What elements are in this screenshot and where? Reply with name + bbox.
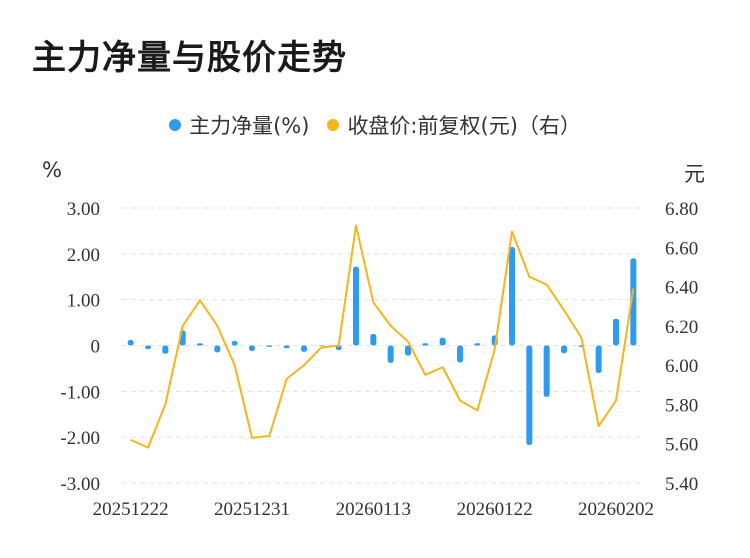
y-left-tick-label: -2.00 [60,428,100,449]
y-right-tick-label: 6.00 [665,356,698,377]
legend-item-close-price[interactable]: 收盘价:前复权(元)（右） [327,110,581,140]
x-tick-label: 20251231 [214,499,290,520]
bar-net-flow [145,345,151,350]
legend-item-net-flow[interactable]: 主力净量(%) [169,110,309,140]
y-left-tick-label: 1.00 [67,291,100,312]
legend: 主力净量(%) 收盘价:前复权(元)（右） [0,110,750,140]
bar-net-flow [283,345,290,349]
bar-net-flow [630,258,637,346]
y-right-tick-label: 5.80 [665,395,698,416]
bar-net-flow [509,246,515,346]
y-right-tick-label: 5.40 [665,474,698,495]
bar-net-flow [370,334,377,346]
bar-net-flow [266,345,273,347]
bar-net-flow [197,343,203,346]
bar-net-flow [127,340,134,346]
x-tick-label: 20260113 [336,499,411,520]
line-close-price [130,224,635,449]
legend-label-net-flow: 主力净量(%) [189,114,310,138]
y-right-tick-label: 6.40 [665,278,698,299]
bar-net-flow [543,345,550,397]
y-right-tick-label: 6.60 [665,238,698,259]
x-tick-label: 20251222 [93,499,169,520]
y-left-tick-label: 0 [91,337,101,358]
bar-net-flow [353,266,359,346]
bar-net-flow [526,345,533,445]
bar-net-flow [387,345,394,363]
bar-net-flow [301,345,307,352]
bar-net-flow [214,345,221,353]
bar-net-flow [249,345,255,351]
bar-net-flow [405,345,411,356]
y-right-tick-label: 5.60 [665,435,698,456]
legend-dot-blue-icon [169,119,182,131]
bar-net-flow [595,345,602,373]
x-tick-label: 20260122 [457,499,533,520]
chart-title: 主力净量与股价走势 [32,38,347,78]
y-right-tick-label: 6.80 [665,199,698,220]
bar-net-flow [439,337,446,346]
y-right-tick-label: 6.20 [665,317,698,338]
bar-net-flow [474,343,481,346]
legend-dot-orange-icon [327,119,340,131]
legend-label-close-price: 收盘价:前复权(元)（右） [347,114,581,138]
right-axis-unit: 元 [684,162,705,186]
y-left-tick-label: 3.00 [67,199,100,220]
bar-net-flow [231,340,238,346]
bar-net-flow [457,345,463,363]
bar-net-flow [162,345,169,354]
bar-net-flow [318,345,325,346]
bar-net-flow [561,345,567,354]
left-axis-unit: % [42,158,62,182]
bar-net-flow [613,318,619,346]
x-tick-label: 20260202 [578,499,654,520]
y-left-tick-label: -3.00 [60,474,100,495]
y-left-tick-label: -1.00 [60,382,100,403]
y-left-tick-label: 2.00 [67,245,100,266]
bar-net-flow [422,343,429,346]
